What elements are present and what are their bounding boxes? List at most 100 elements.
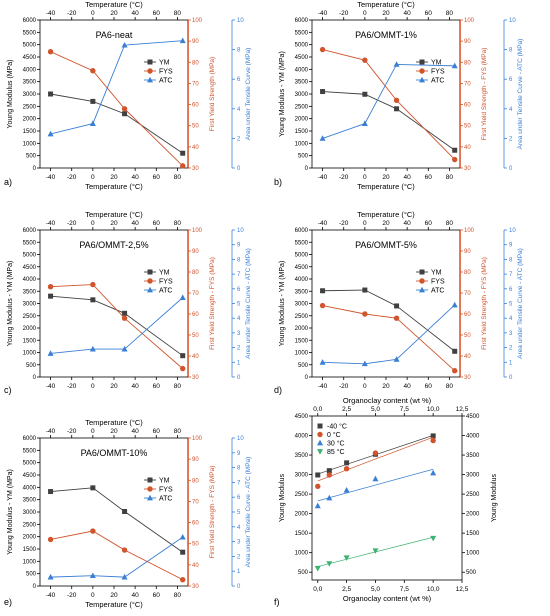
legend-entry: 85 °C bbox=[327, 448, 345, 456]
y-tick-label: 4000 bbox=[23, 277, 37, 283]
y-tick-label: 2000 bbox=[295, 512, 309, 518]
legend-entry: ATC bbox=[431, 78, 444, 85]
fit-line bbox=[317, 468, 434, 502]
x-tick-label-top: -40 bbox=[46, 428, 56, 435]
x-tick-label-top: 0 bbox=[363, 220, 367, 227]
y2-tick-label: 50 bbox=[192, 333, 199, 339]
y-tick-label: 2500 bbox=[23, 104, 37, 110]
y-tick-label: 6000 bbox=[295, 228, 309, 234]
x-tick-label-top: 20 bbox=[110, 220, 118, 227]
y-axis-label: Young Modulus bbox=[279, 474, 286, 523]
y3-tick-label: 2 bbox=[237, 136, 241, 142]
y3-tick-label: 0 bbox=[509, 166, 513, 172]
y-right-tick-label: 1500 bbox=[466, 531, 480, 537]
y3-axis-label: Area under Tensile Curve - ATC (MPa) bbox=[517, 39, 524, 150]
y2-tick-label: 30 bbox=[192, 375, 199, 381]
data-point-atc bbox=[451, 301, 458, 308]
data-point bbox=[326, 468, 332, 474]
legend-marker bbox=[419, 59, 425, 65]
data-point bbox=[343, 466, 350, 472]
y3-tick-label: 2 bbox=[509, 136, 513, 142]
y-tick-label: 3500 bbox=[295, 80, 309, 86]
legend-entry: YM bbox=[431, 270, 442, 277]
legend-marker bbox=[147, 494, 153, 501]
legend-marker bbox=[317, 423, 323, 429]
y-tick-label: 5000 bbox=[23, 43, 37, 49]
data-point bbox=[372, 450, 379, 456]
series-line-atc bbox=[322, 304, 456, 365]
y-tick-label: 4000 bbox=[295, 277, 309, 283]
x-tick-label: 0,0 bbox=[313, 586, 322, 593]
y-tick-label: 1000 bbox=[295, 141, 309, 147]
y3-tick-label: 8 bbox=[237, 257, 241, 263]
y-right-tick-label: 2500 bbox=[466, 492, 480, 498]
data-point-atc bbox=[47, 573, 54, 580]
x-tick-label-top: 80 bbox=[446, 10, 454, 17]
y3-tick-label: 9 bbox=[237, 451, 241, 457]
legend-entry: -40 °C bbox=[327, 423, 347, 431]
y2-tick-label: 100 bbox=[192, 18, 203, 24]
data-point bbox=[430, 437, 436, 444]
x-tick-label-top: 80 bbox=[446, 220, 454, 227]
y-tick-label: 500 bbox=[26, 154, 37, 160]
series-line-atc bbox=[50, 40, 183, 135]
x-tick-label: 2,5 bbox=[342, 586, 351, 593]
y2-tick-label: 60 bbox=[192, 103, 199, 109]
y-tick-label: 5000 bbox=[23, 253, 37, 259]
x-tick-label: 40 bbox=[404, 383, 412, 390]
data-point-fys bbox=[90, 281, 96, 288]
y-tick-label: 6000 bbox=[23, 436, 37, 442]
y-tick-label: 1500 bbox=[23, 547, 37, 553]
y2-tick-label: 40 bbox=[192, 563, 199, 569]
y3-axis-label: Area under Tensile Curve - ATC (MPa) bbox=[245, 457, 252, 568]
x-tick-label: 60 bbox=[153, 592, 161, 599]
y3-tick-label: 7 bbox=[237, 272, 241, 278]
data-point-ym bbox=[90, 98, 96, 104]
y3-tick-label: 2 bbox=[237, 554, 241, 560]
y3-tick-label: 3 bbox=[509, 331, 513, 337]
data-point-ym bbox=[320, 89, 326, 95]
data-point-fys bbox=[180, 365, 186, 372]
data-point-ym bbox=[90, 297, 96, 303]
y-axis-label: Young Modulus - YM (MPa) bbox=[279, 51, 286, 137]
x-tick-label: 20 bbox=[382, 383, 390, 390]
y2-tick-label: 80 bbox=[192, 60, 199, 66]
y2-tick-label: 30 bbox=[464, 166, 471, 172]
y-tick-label: 5500 bbox=[23, 240, 37, 246]
legend-entry: FYS bbox=[159, 69, 173, 76]
y3-tick-label: 4 bbox=[237, 525, 241, 531]
data-point-ym bbox=[394, 303, 400, 309]
y2-tick-label: 40 bbox=[464, 145, 471, 151]
y-tick-label: 2000 bbox=[23, 326, 37, 332]
x-tick-label-top: -40 bbox=[318, 220, 328, 227]
x-axis-label: Temperature (°C) bbox=[85, 182, 143, 191]
y-tick-label: 2500 bbox=[295, 104, 309, 110]
x-tick-label-top: 80 bbox=[174, 428, 182, 435]
top-x-axis-label: Temperature (°C) bbox=[85, 210, 143, 219]
x-tick-label: 80 bbox=[446, 383, 454, 390]
data-point-fys bbox=[180, 163, 186, 169]
data-point-atc bbox=[89, 572, 96, 579]
legend-entry: FYS bbox=[431, 279, 445, 286]
panel-label: c) bbox=[4, 385, 12, 395]
y-tick-label: 2000 bbox=[295, 117, 309, 123]
x-tick-label-top: -40 bbox=[46, 220, 56, 227]
y-axis-label: Young Modulus - YM (MPa) bbox=[279, 261, 286, 347]
legend-marker bbox=[419, 286, 425, 293]
y2-tick-label: 90 bbox=[192, 457, 199, 463]
y3-tick-label: 5 bbox=[509, 302, 513, 308]
chart-title: PA6/OMMT-2,5% bbox=[79, 240, 148, 250]
x-tick-label-top: -40 bbox=[318, 10, 328, 17]
x-tick-label: 12,5 bbox=[456, 586, 469, 593]
y-tick-label: 6000 bbox=[23, 18, 37, 24]
x-tick-label-top: 0 bbox=[363, 10, 367, 17]
fit-line bbox=[317, 436, 434, 482]
y3-tick-label: 8 bbox=[509, 257, 513, 263]
y3-tick-label: 1 bbox=[237, 360, 241, 366]
x-tick-label-top: 0,0 bbox=[313, 406, 322, 413]
data-point-fys bbox=[452, 156, 458, 163]
chart-panel-f: 0,0 0,0 2,5 2,5 5,0 5,0 7,5 7,5 10,0 10,0 12,5 12,5… bbox=[274, 396, 498, 607]
x-tick-label: -40 bbox=[318, 383, 328, 390]
x-tick-label-top: 40 bbox=[132, 10, 140, 17]
